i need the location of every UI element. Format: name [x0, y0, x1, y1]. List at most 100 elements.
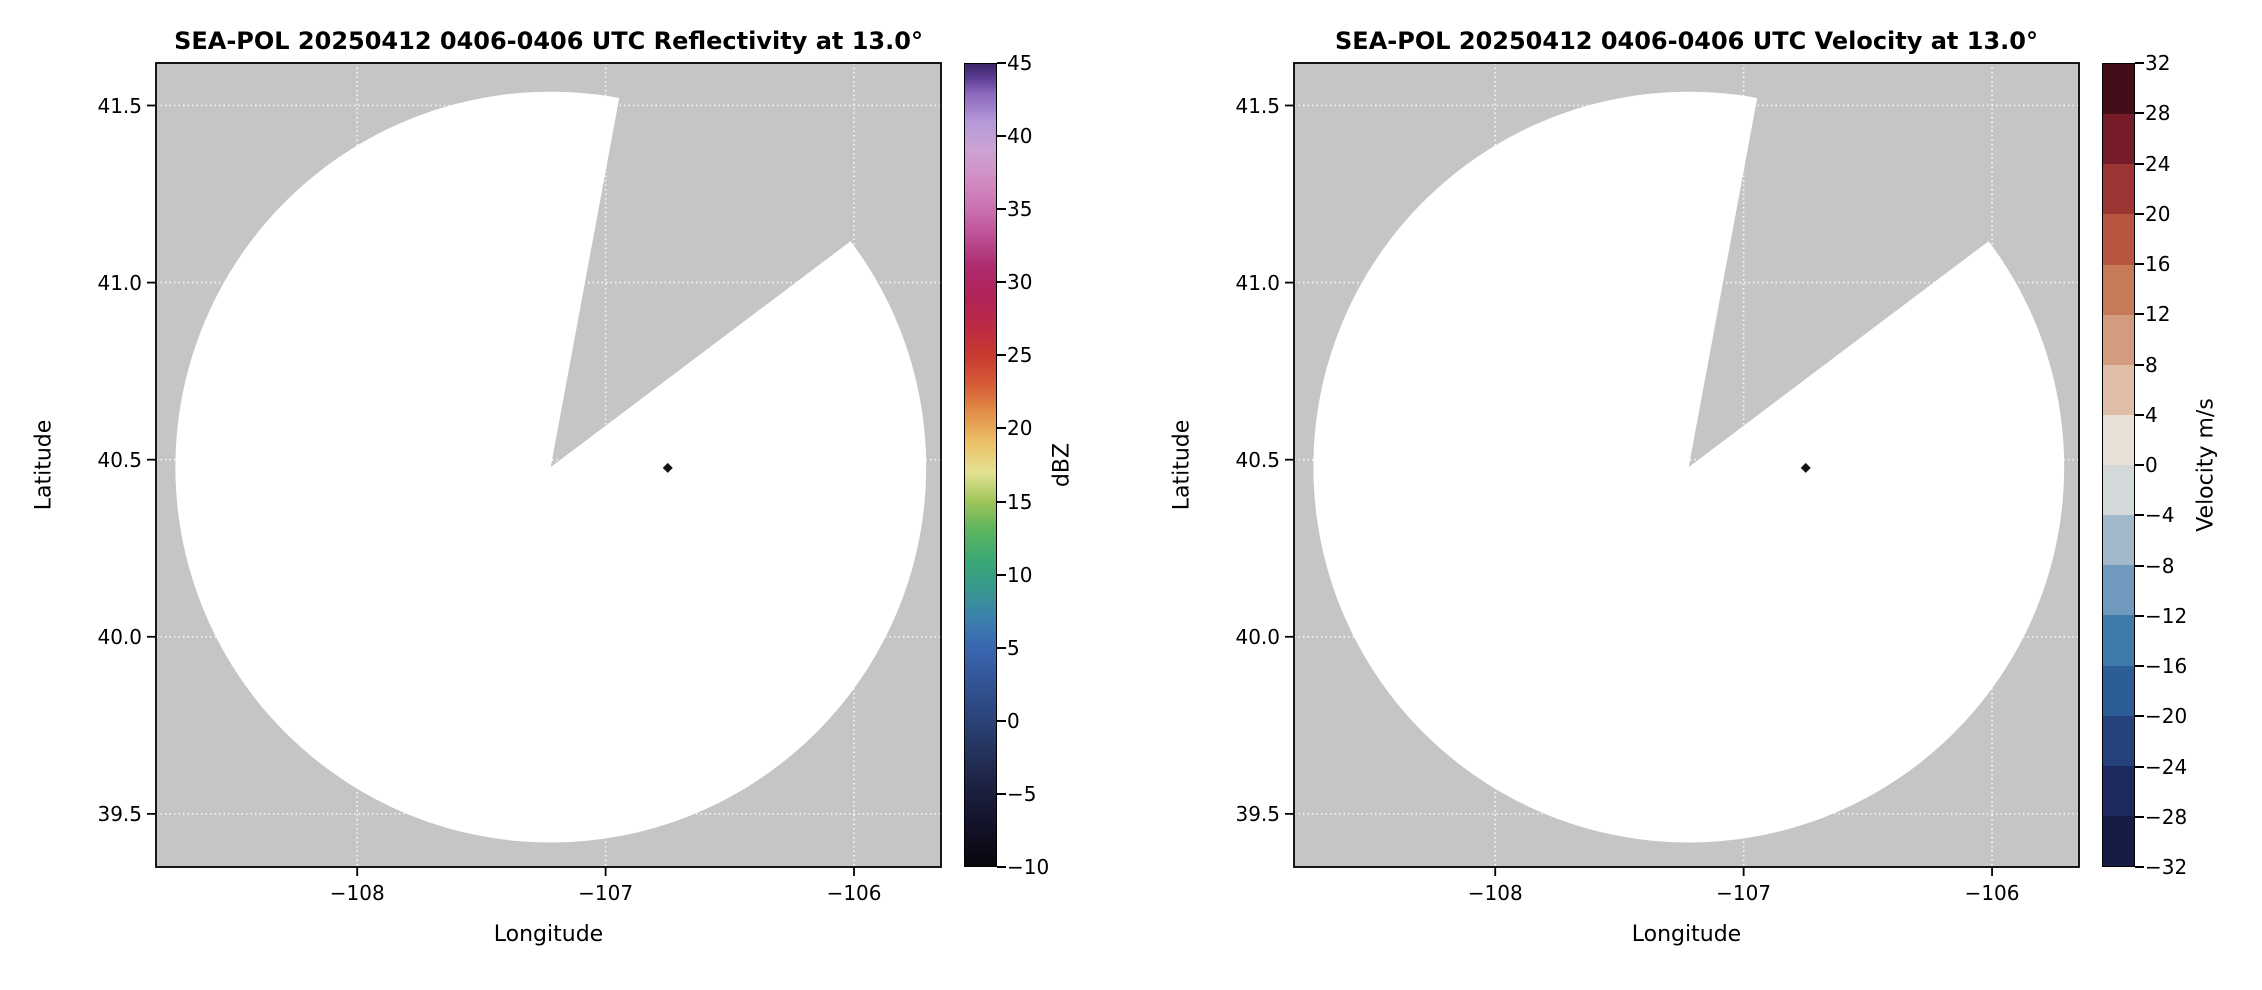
y-tick-label: 40.5: [1235, 447, 1280, 472]
colorbar-bin: [2103, 615, 2134, 666]
colorbar-tick: [997, 500, 1006, 503]
plot-frame: [1293, 62, 2080, 868]
colorbar-bin: [2103, 214, 2134, 265]
colorbar-tick: [997, 573, 1006, 576]
colorbar-tick-label: 12: [2145, 302, 2171, 327]
colorbar-bin: [2103, 515, 2134, 566]
colorbar-tick: [997, 427, 1006, 430]
radar-plot-velocity: [1285, 62, 2080, 876]
colorbar-tick: [2135, 815, 2144, 818]
colorbar-tick-label: −24: [2145, 754, 2188, 779]
y-tick-label: 40.5: [97, 447, 142, 472]
colorbar-tick: [2135, 715, 2144, 718]
x-tick-label: −106: [1964, 881, 2020, 905]
colorbar-tick-label: −10: [1007, 855, 1050, 879]
colorbar-bin: [2103, 114, 2134, 165]
radar-plot-reflectivity: [147, 62, 942, 876]
colorbar-tick-label: 20: [2145, 201, 2171, 226]
colorbar-gradient: [965, 64, 996, 866]
x-axis-label-velocity: Longitude: [1631, 922, 1742, 947]
colorbar-label-dbz: dBZ: [1049, 442, 1075, 488]
colorbar-tick: [2135, 363, 2144, 366]
colorbar-tick-label: 4: [2145, 402, 2158, 427]
panel-title-reflectivity: SEA-POL 20250412 0406-0406 UTC Reflectiv…: [174, 27, 923, 55]
y-tick-label: 41.0: [97, 270, 142, 295]
colorbar-tick: [2135, 313, 2144, 316]
colorbar-tick: [2135, 263, 2144, 265]
colorbar-tick-label: −8: [2145, 553, 2175, 578]
colorbar-tick-label: 45: [1007, 51, 1033, 75]
colorbar-tick-label: −5: [1007, 781, 1037, 806]
colorbar-tick: [997, 354, 1006, 357]
colorbar-bin: [2103, 64, 2134, 115]
colorbar-tick: [2135, 866, 2144, 868]
colorbar-tick-label: 15: [1007, 489, 1033, 514]
colorbar-tick: [997, 135, 1006, 138]
colorbar-tick-label: 20: [1007, 416, 1033, 441]
colorbar-tick-label: −4: [2145, 503, 2175, 528]
colorbar-tick: [997, 281, 1006, 284]
colorbar-tick-label: 0: [1007, 708, 1020, 733]
x-axis-label-reflectivity: Longitude: [493, 922, 604, 947]
colorbar-bin: [2103, 765, 2134, 816]
colorbar-tick: [2135, 665, 2144, 667]
colorbar-tick: [997, 646, 1006, 649]
colorbar-tick-label: 40: [1007, 124, 1033, 149]
colorbar-velocity: [2102, 63, 2135, 867]
colorbar-bin: [2103, 264, 2134, 315]
colorbar-tick-label: −16: [2145, 654, 2188, 678]
colorbar-tick-label: 32: [2145, 51, 2171, 75]
colorbar-tick-label: 8: [2145, 352, 2158, 377]
colorbar-bin: [2103, 665, 2134, 716]
colorbar-bin: [2103, 414, 2134, 465]
colorbar-tick-label: −32: [2145, 855, 2188, 879]
y-tick-label: 41.0: [1235, 270, 1280, 295]
x-tick-label: −108: [1467, 881, 1523, 905]
x-tick-label: −107: [1716, 881, 1772, 905]
colorbar-tick: [2135, 564, 2144, 567]
radar-scan-coverage: [175, 91, 927, 843]
radar-echo-marker: [1800, 462, 1811, 473]
colorbar-tick-label: −20: [2145, 704, 2188, 729]
colorbar-tick: [2135, 112, 2144, 115]
colorbar-tick-label: 30: [1007, 270, 1033, 295]
colorbar-tick: [2135, 62, 2144, 64]
colorbar-tick-label: 28: [2145, 101, 2171, 126]
colorbar-bin: [2103, 815, 2134, 866]
colorbar-bin: [2103, 565, 2134, 616]
colorbar-tick: [2135, 162, 2144, 165]
y-tick-label: 39.5: [1235, 801, 1280, 826]
colorbar-tick: [2135, 413, 2144, 416]
colorbar-reflectivity: [964, 63, 997, 867]
colorbar-tick-label: 24: [2145, 151, 2171, 176]
y-tick-label: 40.0: [1235, 624, 1280, 649]
colorbar-tick: [2135, 765, 2144, 768]
colorbar-bin: [2103, 314, 2134, 365]
colorbar-tick-label: 0: [2145, 453, 2158, 477]
colorbar-tick: [997, 719, 1006, 722]
y-tick-label: 40.0: [97, 624, 142, 649]
colorbar-tick: [2135, 464, 2144, 466]
colorbar-tick-label: 10: [1007, 562, 1033, 587]
radar-scan-coverage: [1313, 91, 2065, 843]
colorbar-bin: [2103, 364, 2134, 415]
y-tick-label: 41.5: [97, 93, 142, 118]
colorbar-tick-label: 5: [1007, 635, 1020, 660]
x-tick-label: −106: [826, 881, 882, 905]
colorbar-tick: [997, 62, 1006, 64]
colorbar-tick-label: 35: [1007, 197, 1033, 222]
colorbar-tick: [2135, 212, 2144, 215]
colorbar-tick-label: 16: [2145, 252, 2171, 276]
colorbar-tick: [2135, 614, 2144, 617]
colorbar-tick-label: −12: [2145, 603, 2188, 628]
panel-title-velocity: SEA-POL 20250412 0406-0406 UTC Velocity …: [1335, 27, 2038, 55]
x-tick-label: −107: [578, 881, 634, 905]
colorbar-tick: [997, 792, 1006, 795]
x-tick-label: −108: [329, 881, 385, 905]
y-tick-label: 41.5: [1235, 93, 1280, 118]
colorbar-tick: [997, 208, 1006, 211]
colorbar-bin: [2103, 465, 2134, 516]
plot-frame: [155, 62, 942, 868]
colorbar-bin: [2103, 715, 2134, 766]
